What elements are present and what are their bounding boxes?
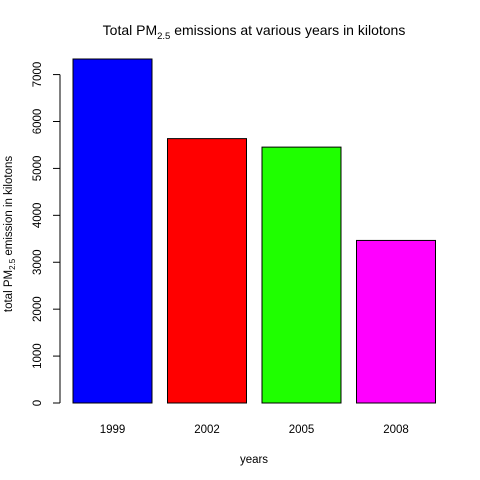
y-tick-label: 7000 [32,62,44,88]
y-axis-label-prefix: total PM [3,270,15,312]
bar-2008 [356,239,436,404]
y-tick-label: 4000 [32,203,44,229]
y-axis: 0 1000 2000 3000 4000 5000 6000 7000 [32,62,61,406]
y-axis-label: total PM2.5 emission in kilotons [3,156,17,312]
bar-2005 [261,146,342,404]
y-tick-label: 2000 [32,296,44,322]
x-tick-label-1999: 1999 [100,424,126,436]
y-tick-label: 6000 [32,109,44,135]
chart-title-subscript: 2.5 [157,31,170,42]
bar-1999 [72,58,153,404]
y-tick-label: 0 [32,400,44,406]
chart-title-prefix: Total PM [103,22,157,38]
x-tick-label-2002: 2002 [194,424,220,436]
y-tick-label: 3000 [32,249,44,275]
x-tick-label-2005: 2005 [289,424,315,436]
x-tick-label-2008: 2008 [383,424,409,436]
chart-title-suffix: emissions at various years in kilotons [170,22,405,38]
y-tick-label: 1000 [32,343,44,369]
y-axis-label-suffix: emission in kilotons [3,156,15,259]
bar-2002 [167,138,247,404]
y-tick-label: 5000 [32,156,44,182]
chart-title: Total PM2.5 emissions at various years i… [103,22,406,42]
x-tick-labels: 1999 2002 2005 2008 [100,424,409,436]
y-axis-label-subscript: 2.5 [8,258,17,270]
bars-group [72,58,436,404]
x-axis-label: years [240,454,268,466]
